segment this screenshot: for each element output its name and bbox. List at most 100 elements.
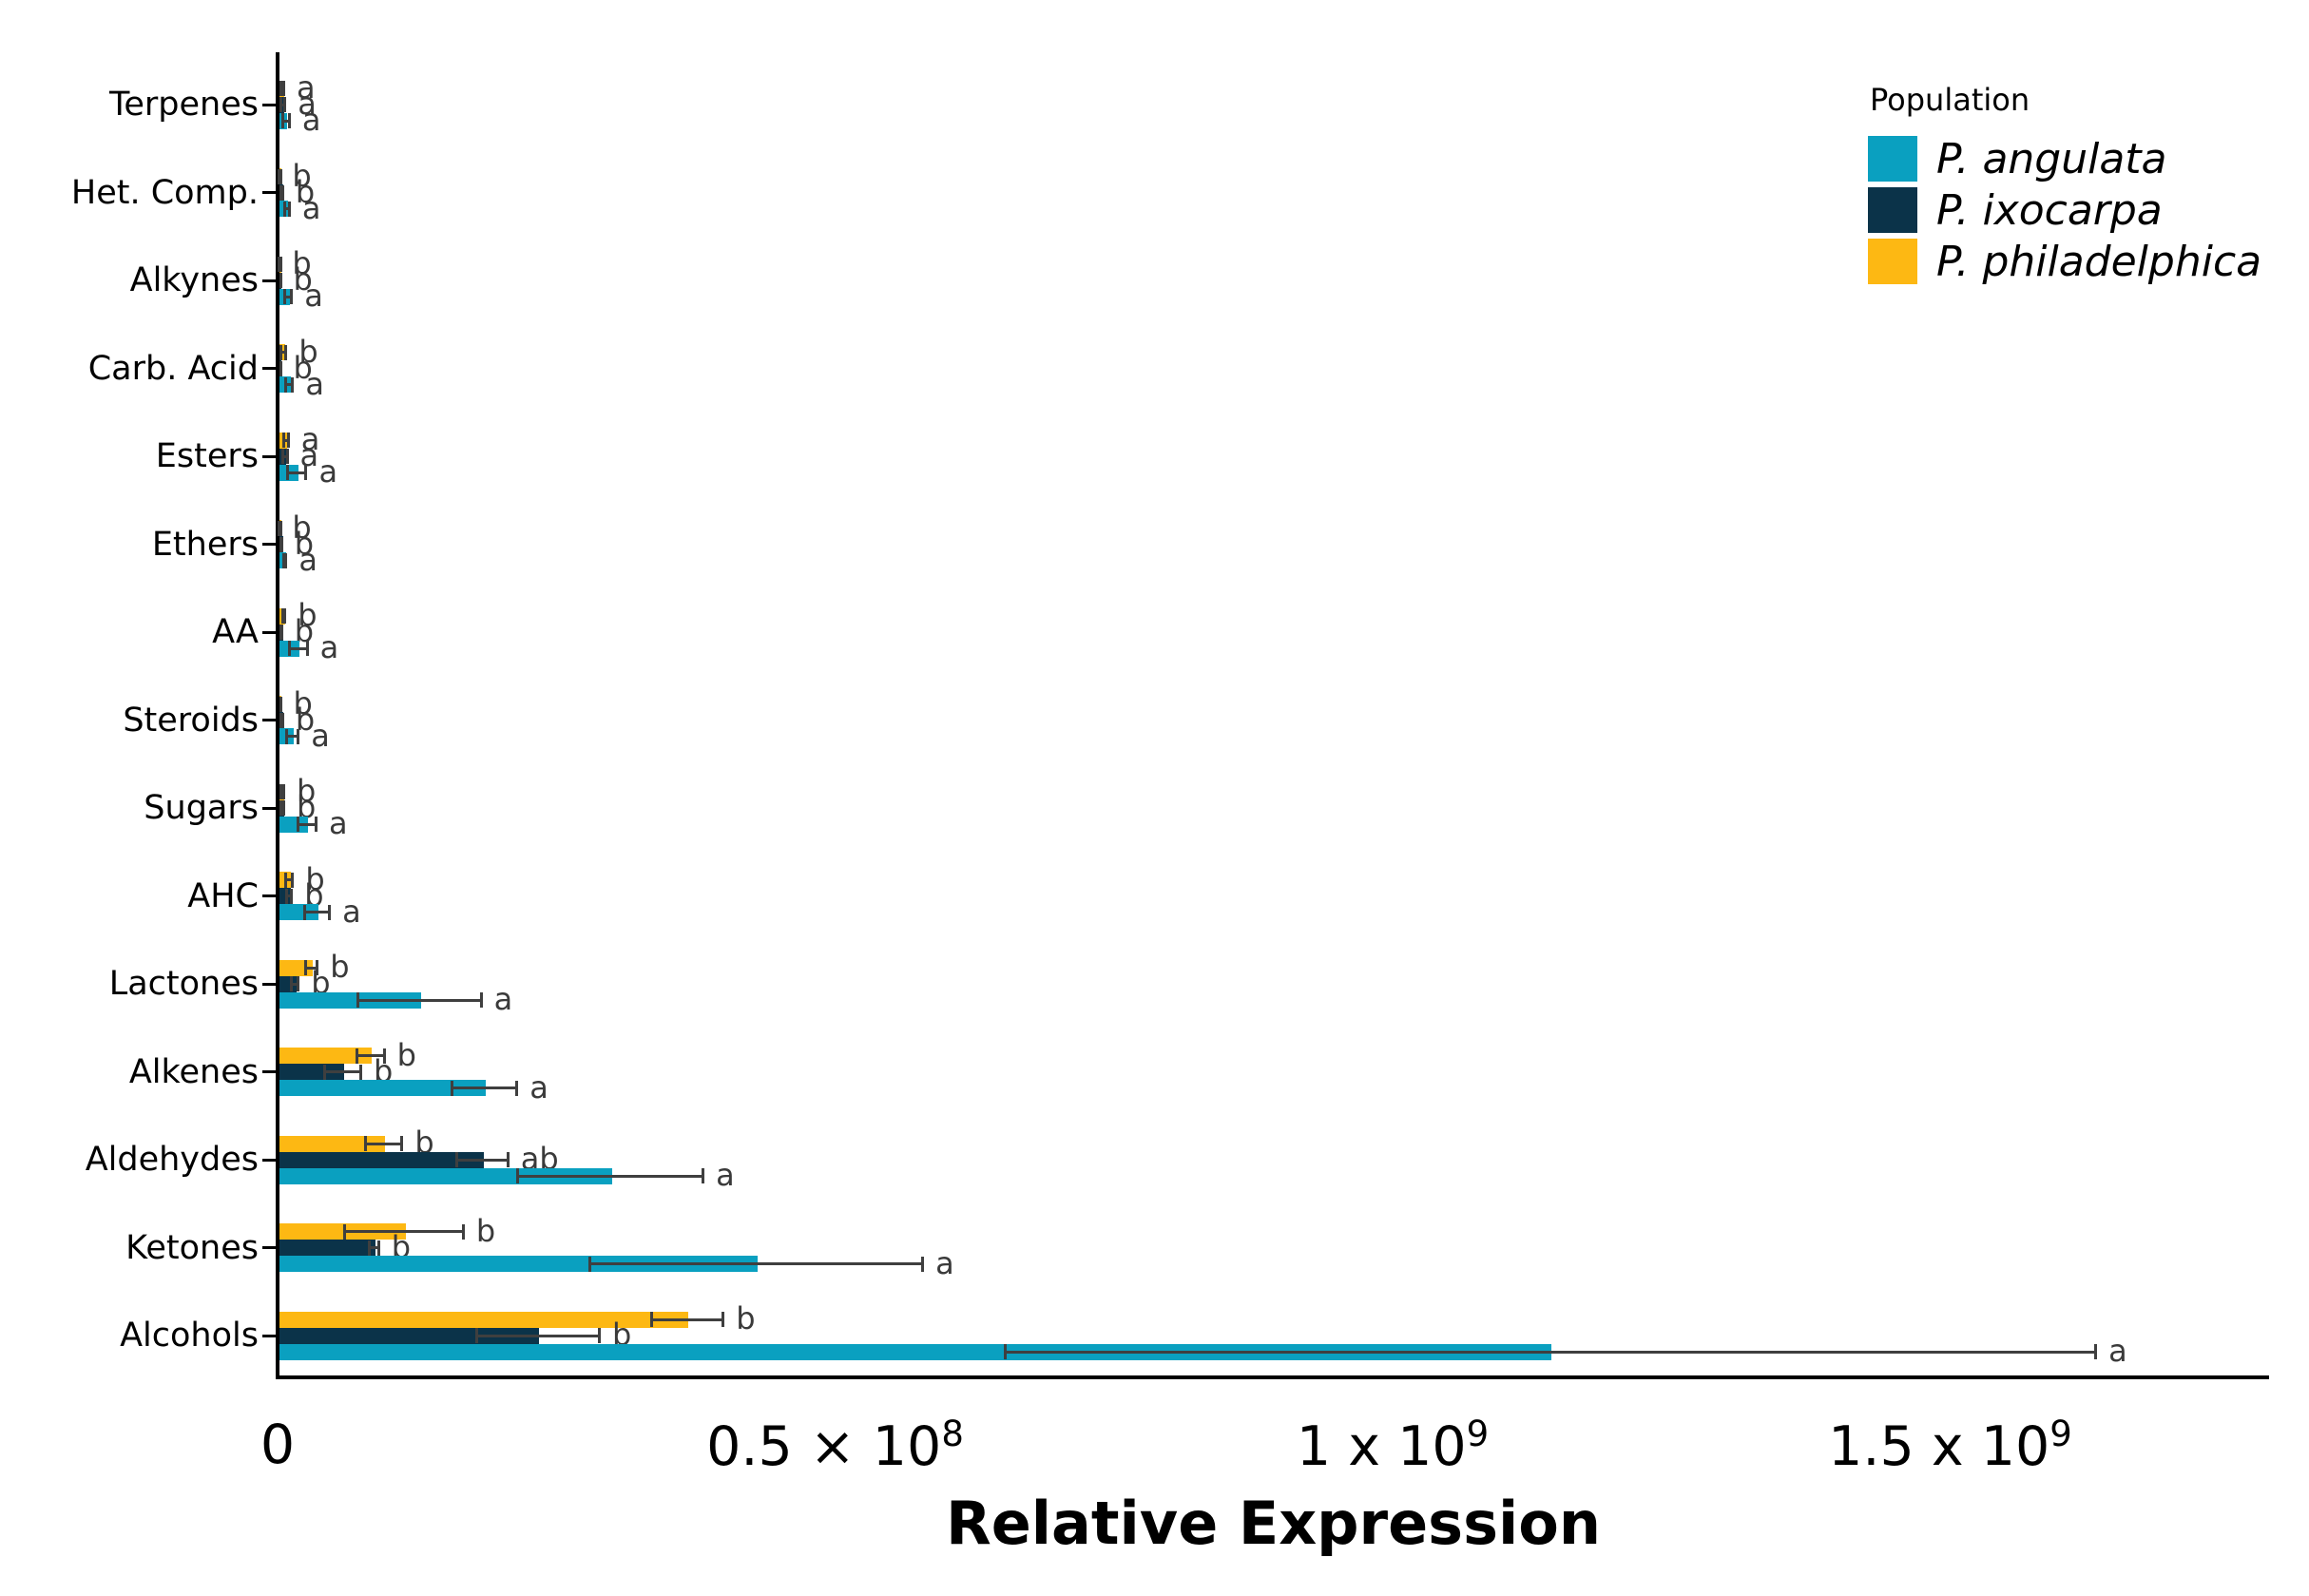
sig-letter: b [298,597,317,633]
error-bar [304,966,318,970]
bar [279,1256,759,1272]
sig-letter: b [330,949,350,985]
error-bar-cap [304,960,308,975]
error-bar-cap [279,360,282,376]
sig-letter: b [292,157,312,194]
y-axis-tick [262,630,276,634]
error-bar [302,911,331,913]
error-bar [368,1246,379,1249]
error-bar-cap [284,872,288,888]
legend-title: Population [1870,82,2030,118]
sig-letter: b [414,1125,434,1161]
sig-letter: b [475,1212,496,1249]
error-bar-cap [474,1328,478,1343]
error-bar [356,998,482,1002]
error-bar [282,207,290,210]
error-bar-cap [282,289,286,304]
error-bar-cap [290,888,294,904]
error-bar [588,1262,924,1265]
error-bar-cap [1003,1344,1007,1359]
error-bar-cap [280,712,284,728]
category-label: Alcohols [120,1317,259,1355]
error-bar [281,438,289,442]
sig-letter: b [292,245,312,281]
bar [279,1064,345,1080]
category-label: Steroids [123,701,259,740]
error-bar-cap [282,81,286,96]
error-bar-cap [282,201,286,217]
sig-letter: a [716,1157,735,1193]
sig-letter: b [295,701,316,738]
error-bar [286,471,307,474]
error-bar [649,1317,724,1321]
sig-letter: a [2108,1333,2127,1369]
error-bar-cap [280,449,284,464]
legend-swatch-philadelphica [1868,239,1917,284]
x-axis-title: Relative Expression [946,1489,1601,1558]
error-bar [285,735,299,738]
sig-letter: b [297,789,317,825]
error-bar [289,982,299,986]
y-axis-tick [262,1246,276,1249]
sig-letter: a [935,1244,954,1281]
y-axis-tick [262,279,276,282]
error-bar-cap [280,184,284,201]
error-bar [282,295,293,298]
sig-letter: a [298,86,317,122]
legend: Population P. angulata P. ixocarpa P. ph… [1868,82,2261,289]
y-axis-tick [262,543,276,546]
sig-letter: a [311,717,330,754]
sig-letter: a [301,102,321,138]
error-bar-cap [279,520,282,536]
y-axis-tick [262,1070,276,1073]
error-bar [280,119,290,123]
x-axis-line [276,1375,2269,1379]
error-bar [285,894,293,897]
sig-letter: a [319,629,339,665]
error-bar-cap [315,817,318,832]
error-bar-cap [285,449,289,464]
error-bar-cap [364,1136,368,1151]
category-label: AA [212,613,259,651]
error-bar [474,1334,600,1337]
error-bar-cap [302,904,306,920]
category-label: Alkynes [129,261,259,299]
error-bar-cap [289,976,293,991]
error-bar-cap [287,641,291,656]
error-bar-cap [316,960,319,975]
sig-letter: a [298,541,317,578]
error-bar-cap [506,1152,510,1167]
error-bar-cap [279,696,282,712]
error-bar-cap [291,376,295,393]
y-axis-tick [262,719,276,721]
error-bar-cap [400,1136,404,1151]
error-bar-cap [278,520,281,536]
error-bar-cap [461,1223,465,1240]
sig-letter: a [329,805,348,841]
error-bar-cap [328,904,332,920]
legend-swatch-ixocarpa [1868,187,1917,233]
category-label: Het. Comp. [70,173,259,212]
category-label: Sugars [144,789,259,827]
error-bar-cap [323,1064,327,1080]
error-bar-cap [279,712,282,728]
error-bar-cap [356,1048,359,1064]
sig-letter: b [391,1228,412,1265]
sig-letter: b [294,613,314,649]
y-axis-tick [262,191,276,194]
error-bar-cap [287,201,291,217]
error-bar [280,454,288,458]
error-bar-cap [279,800,283,816]
sig-letter: a [342,893,361,930]
error-bar [287,646,308,650]
error-bar-cap [286,465,290,480]
legend-label-angulata: P. angulata [1936,134,2167,183]
sig-letter: b [293,261,313,298]
error-bar-cap [2094,1344,2098,1359]
sig-letter: a [304,278,323,314]
category-label: Ketones [125,1228,259,1267]
error-bar-cap [281,552,285,568]
sig-letter: a [300,421,320,457]
category-label: Carb. Acid [87,349,259,388]
